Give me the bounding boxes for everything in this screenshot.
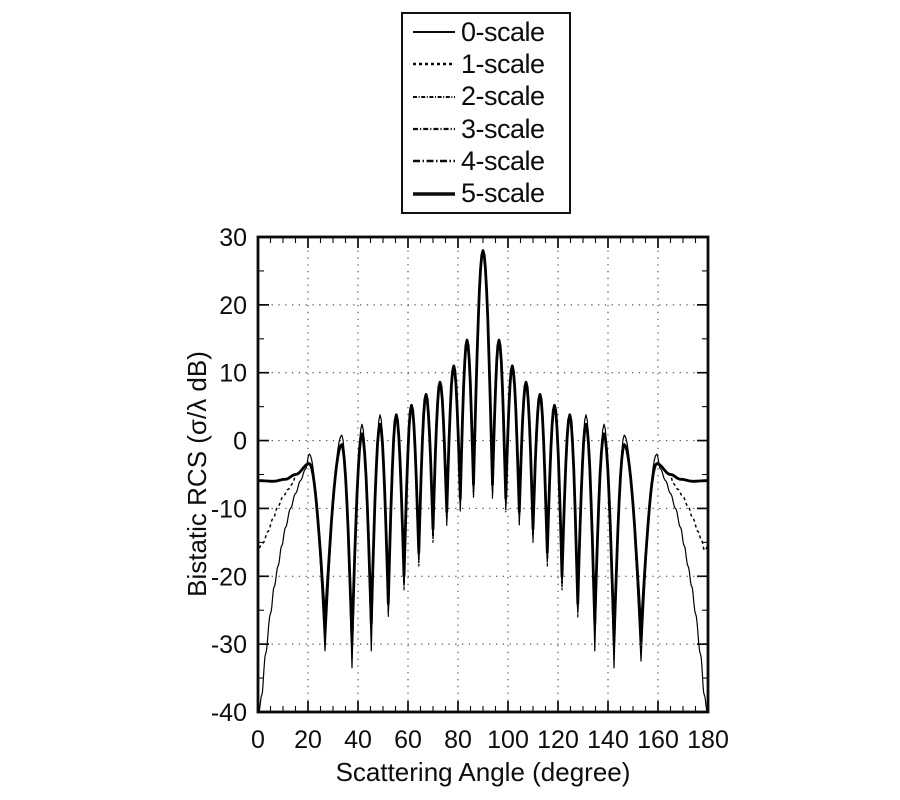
legend-line-swatch-2 [413,95,455,98]
legend: 0-scale 1-scale 2-scale 3-scale 4-scale … [401,12,571,214]
y-tick-label: 0 [233,428,247,456]
legend-line-swatch-5 [413,191,455,196]
x-tick-label: 100 [487,726,529,754]
x-tick-label: 80 [444,726,472,754]
legend-line-swatch-3 [413,128,455,131]
legend-item: 1-scale [409,49,569,80]
curve-3-scale [258,249,708,652]
x-axis-title: Scattering Angle (degree) [336,757,631,787]
legend-item: 3-scale [409,114,569,145]
legend-item-label: 2-scale [461,81,545,112]
curve-4-scale [258,249,708,649]
grid-layer [258,237,708,712]
x-tick-label: 60 [394,726,422,754]
legend-item-label: 0-scale [461,16,545,47]
y-tick-label: 20 [219,292,247,320]
legend-line-swatch-4 [413,160,455,163]
y-tick-label: -20 [211,563,247,591]
legend-line-swatch-1 [413,63,455,66]
x-tick-label: 0 [251,726,265,754]
legend-item: 0-scale [409,17,569,48]
curve-0-scale [258,250,708,712]
legend-item-label: 3-scale [461,113,545,144]
x-tick-label: 140 [587,726,629,754]
legend-item-label: 4-scale [461,145,545,176]
x-tick-label: 20 [294,726,322,754]
legend-item-label: 1-scale [461,48,545,79]
y-tick-label: -10 [211,495,247,523]
x-tick-label: 120 [537,726,579,754]
legend-item: 5-scale [409,178,569,209]
curve-5-scale [258,249,708,643]
legend-item: 2-scale [409,81,569,112]
legend-item-label: 5-scale [461,178,545,209]
y-tick-label: 10 [219,360,247,388]
legend-item: 4-scale [409,146,569,177]
y-axis-title: Bistatic RCS (σ/λ dB) [182,351,212,597]
tick-layer [257,236,709,713]
x-tick-label: 40 [344,726,372,754]
y-tick-label: 30 [219,224,247,252]
y-tick-label: -40 [211,699,247,727]
x-tick-label: 180 [687,726,729,754]
legend-line-swatch-0 [413,31,455,34]
x-tick-label: 160 [637,726,679,754]
y-tick-label: -30 [211,631,247,659]
